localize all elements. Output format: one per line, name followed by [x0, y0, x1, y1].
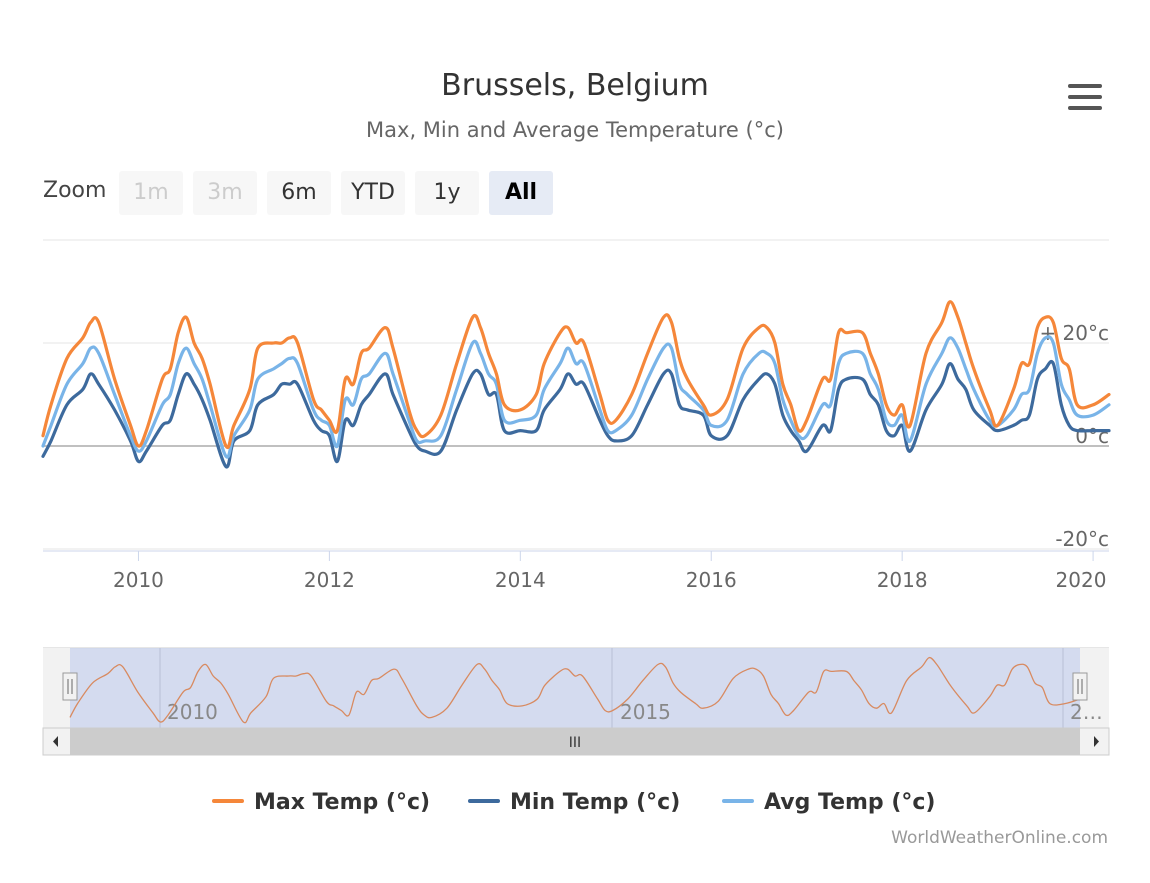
legend-item-avg-temp[interactable]: Avg Temp (°c): [722, 786, 935, 820]
legend-label-avg: Avg Temp (°c): [764, 790, 936, 815]
zoom-button-ytd[interactable]: YTD: [341, 171, 405, 215]
zoom-button-1y[interactable]: 1y: [415, 171, 479, 215]
navigator-series-line: [69, 656, 1081, 724]
legend: Max Temp (°c) Min Temp (°c) Avg Temp (°c…: [0, 786, 1150, 820]
legend-item-max-temp[interactable]: Max Temp (°c): [212, 786, 430, 820]
y-tick-label: 0°c: [1075, 424, 1109, 448]
scrollbar-thumb[interactable]: [70, 728, 1080, 755]
max-temp-line: [41, 300, 1111, 450]
navigator-handle-left[interactable]: [62, 672, 78, 701]
legend-swatch-min: [468, 799, 500, 803]
legend-swatch-avg: [722, 799, 754, 803]
x-tick-label: 2010: [113, 568, 164, 592]
scrollbar[interactable]: III: [42, 727, 1110, 756]
legend-label-min: Min Temp (°c): [510, 790, 681, 815]
x-tick-label: 2020: [1056, 568, 1107, 592]
zoom-button-3m[interactable]: 3m: [193, 171, 257, 215]
legend-item-min-temp[interactable]: Min Temp (°c): [468, 786, 680, 820]
navigator-handle-right[interactable]: [1072, 672, 1088, 701]
x-tick-label: 2012: [304, 568, 355, 592]
series-lines: [41, 300, 1111, 469]
min-temp-line: [41, 359, 1111, 469]
scroll-left-arrow-icon[interactable]: [53, 736, 58, 747]
y-tick-label: -20°c: [1055, 527, 1109, 551]
navigator-label-2015: 2015: [620, 700, 671, 724]
navigator[interactable]: 2010 2015 2…: [43, 647, 1109, 728]
legend-swatch-max: [212, 799, 244, 803]
chart-title: Brussels, Belgium: [441, 68, 709, 103]
x-tick-label: 2016: [686, 568, 737, 592]
scrollbar-grip-icon: III: [569, 735, 581, 751]
zoom-label: Zoom: [43, 178, 107, 203]
scroll-right-arrow-icon[interactable]: [1094, 736, 1099, 747]
credit-link[interactable]: WorldWeatherOnline.com: [891, 828, 1108, 848]
avg-temp-line: [41, 335, 1111, 459]
grid-lines: [43, 342, 1109, 550]
zoom-button-1m[interactable]: 1m: [119, 171, 183, 215]
zoom-button-all[interactable]: All: [489, 171, 553, 215]
chart-subtitle: Max, Min and Average Temperature (°c): [366, 118, 784, 142]
y-tick-label: + 20°c: [1039, 321, 1109, 345]
x-tick-label: 2018: [877, 568, 928, 592]
navigator-selected-range[interactable]: [70, 648, 1080, 728]
hamburger-menu-icon[interactable]: [1066, 84, 1106, 114]
x-tick-label: 2014: [495, 568, 546, 592]
navigator-label-2010: 2010: [167, 700, 218, 724]
navigator-label-2020: 2…: [1070, 700, 1103, 724]
legend-label-max: Max Temp (°c): [254, 790, 431, 815]
x-axis: 2010 2012 2014 2016 2018 2020: [43, 550, 1109, 592]
temperature-chart: 2010 2012 2014 2016 2018 2020 -20°c0°c+ 20°c …: [41, 239, 1111, 756]
zoom-button-6m[interactable]: 6m: [267, 171, 331, 215]
y-axis-labels: -20°c 0°c + 20°c: [1039, 321, 1109, 551]
